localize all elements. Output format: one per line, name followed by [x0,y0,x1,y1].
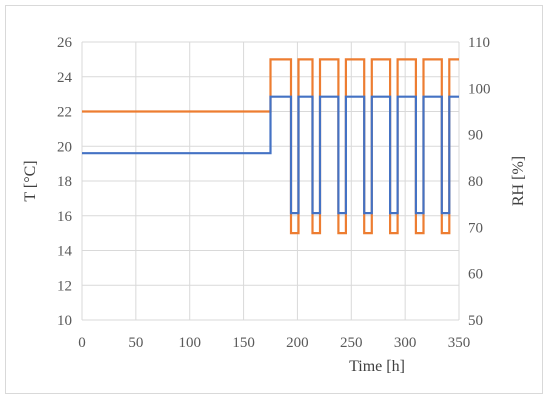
x-tick-label: 200 [286,335,309,351]
y-tick-label: 26 [57,35,73,51]
y-tick-label: 12 [57,278,72,294]
y-tick-label: 20 [57,139,72,155]
chart-frame [5,5,543,394]
y2-tick-label: 60 [468,267,483,283]
x-tick-label: 100 [178,335,201,351]
y-tick-label: 16 [57,209,73,225]
y2-tick-label: 90 [468,128,483,144]
y2-tick-label: 80 [468,174,483,190]
x-tick-label: 150 [232,335,255,351]
y-tick-label: 22 [57,105,72,121]
y2-tick-label: 100 [468,81,491,97]
x-tick-label: 350 [448,335,471,351]
x-axis-title: Time [h] [349,358,405,375]
y-tick-label: 14 [57,244,73,260]
y2-tick-label: 110 [468,35,490,51]
y-tick-label: 10 [57,313,72,329]
y2-tick-label: 70 [468,220,483,236]
y2-tick-label: 50 [468,313,483,329]
series-layer [82,58,459,235]
y-tick-label: 24 [57,70,73,86]
x-tick-label: 250 [340,335,363,351]
x-tick-label: 0 [78,335,86,351]
x-tick-label: 300 [394,335,417,351]
y-tick-label: 18 [57,174,72,190]
series-line-2 [82,95,459,215]
y2-axis-title: RH [%] [510,156,527,206]
x-tick-label: 50 [128,335,143,351]
y-axis-title: T [°C] [22,160,39,201]
tick-labels: 10 12 14 16 18 20 22 24 26 50 60 70 80 90 100 110 0 50 100… [57,35,491,351]
